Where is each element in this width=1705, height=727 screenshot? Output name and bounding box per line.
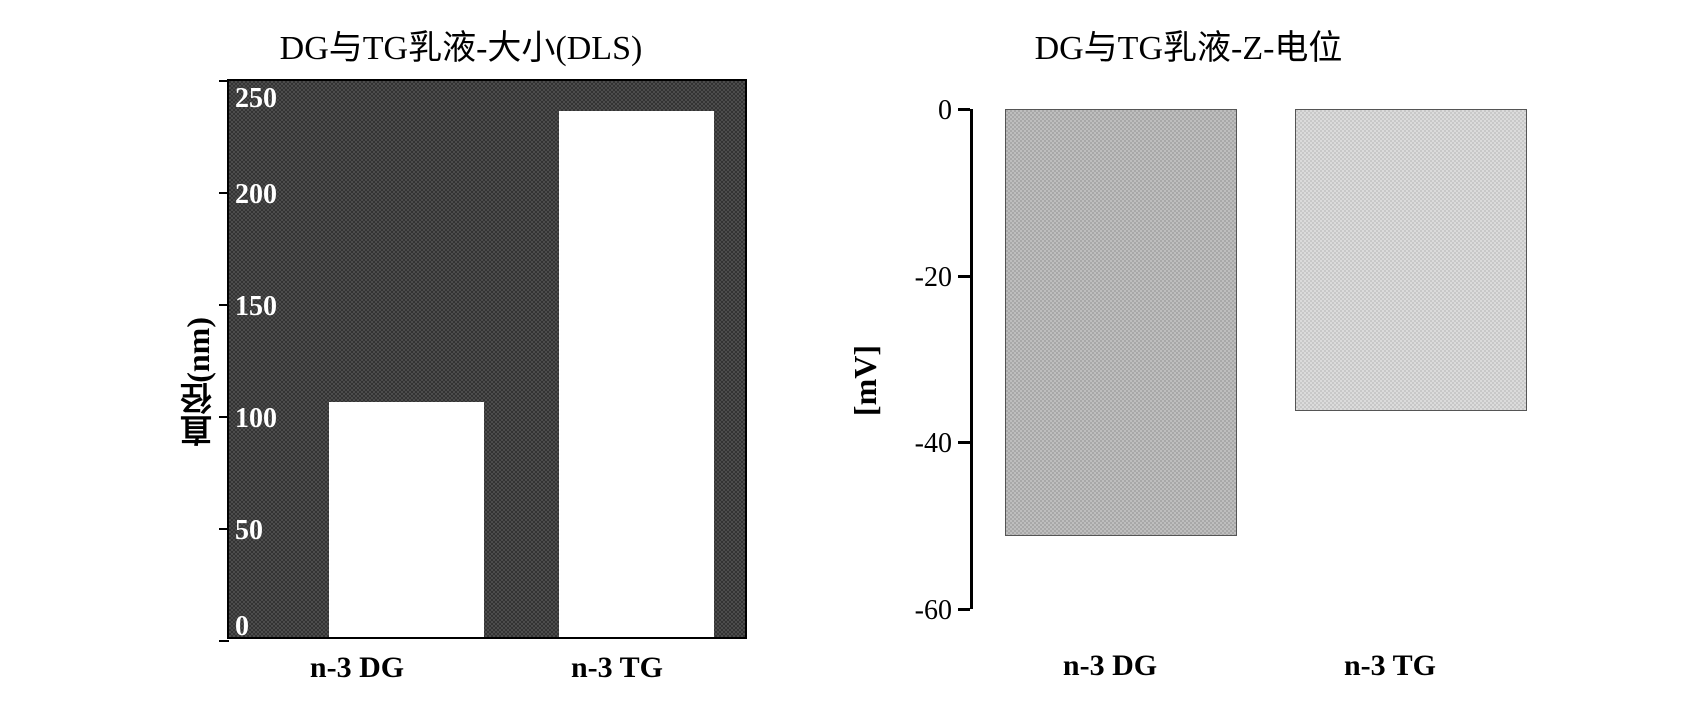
size-chart-ylabel: 直径(nm) bbox=[175, 317, 221, 447]
size-ytick-label: 150 bbox=[235, 291, 277, 323]
zeta-ytick-label: -60 bbox=[878, 595, 952, 627]
size-xcat-label: n-3 DG bbox=[227, 651, 487, 685]
zeta-chart-row: [mV] 0-20-40-60 n-3 DGn-3 TG bbox=[847, 79, 1530, 683]
size-bar bbox=[329, 402, 484, 637]
size-ytick-mark bbox=[219, 192, 229, 194]
zeta-yaxis bbox=[970, 109, 973, 609]
zeta-chart: DG与TG乳液-Z-电位 [mV] 0-20-40-60 n-3 DGn-3 T… bbox=[847, 20, 1530, 683]
size-ytick-label: 50 bbox=[235, 515, 263, 547]
size-ytick-mark bbox=[219, 80, 229, 82]
size-ytick-mark bbox=[219, 416, 229, 418]
size-chart: DG与TG乳液-大小(DLS) 直径(nm) 0 50 100 150 200 250 n… bbox=[175, 20, 747, 685]
zeta-ytick-label: -40 bbox=[878, 428, 952, 460]
zeta-chart-xcats: n-3 DGn-3 TG bbox=[970, 649, 1530, 683]
zeta-chart-title: DG与TG乳液-Z-电位 bbox=[1035, 20, 1343, 69]
size-ytick-label: 0 bbox=[235, 611, 249, 643]
zeta-ytick-mark bbox=[958, 108, 970, 111]
size-ytick-mark bbox=[219, 528, 229, 530]
zeta-chart-ylabel: [mV] bbox=[847, 345, 884, 416]
size-ytick-label: 250 bbox=[235, 83, 277, 115]
size-chart-title: DG与TG乳液-大小(DLS) bbox=[280, 20, 643, 69]
size-ytick-mark bbox=[219, 640, 229, 642]
size-xcat-label: n-3 TG bbox=[487, 651, 747, 685]
zeta-ytick-label: -20 bbox=[878, 262, 952, 294]
size-chart-xcats: n-3 DGn-3 TG bbox=[227, 651, 747, 685]
zeta-ytick-mark bbox=[958, 608, 970, 611]
size-ytick-label: 100 bbox=[235, 403, 277, 435]
zeta-chart-plot-wrap: 0-20-40-60 n-3 DGn-3 TG bbox=[890, 79, 1530, 683]
size-chart-plot-area: 050100150200250 bbox=[227, 79, 747, 639]
zeta-ytick-mark bbox=[958, 441, 970, 444]
zeta-ytick-label: 0 bbox=[878, 95, 952, 127]
zeta-bar bbox=[1295, 109, 1527, 411]
zeta-xcat-label: n-3 TG bbox=[1250, 649, 1530, 683]
zeta-chart-plot-area: 0-20-40-60 bbox=[970, 109, 1530, 609]
zeta-ytick-mark bbox=[958, 275, 970, 278]
size-chart-plot-wrap: 0 50 100 150 200 250 n-3 DGn-3 TG bbox=[227, 79, 747, 685]
zeta-bar bbox=[1005, 109, 1237, 536]
zeta-xcat-label: n-3 DG bbox=[970, 649, 1250, 683]
size-ytick-mark bbox=[219, 304, 229, 306]
size-ytick-label: 200 bbox=[235, 179, 277, 211]
size-bar bbox=[559, 111, 714, 637]
size-chart-row: 直径(nm) 0 50 100 150 200 250 n-3 DGn-3 TG bbox=[175, 79, 747, 685]
